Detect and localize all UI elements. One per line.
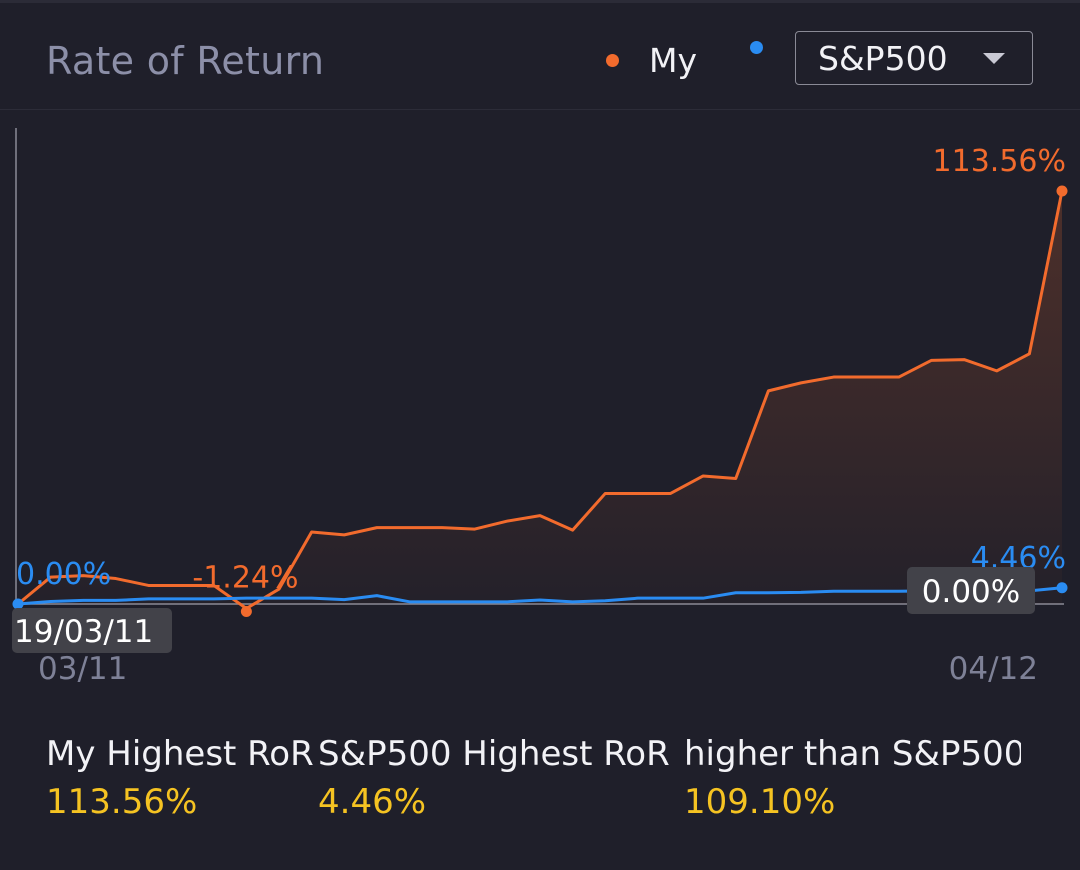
legend-dot-benchmark-icon: [750, 41, 763, 54]
my-highest-ror-value: 113.56%: [46, 782, 198, 822]
my-series-line: [17, 190, 1064, 611]
end-value-tag-bg: [907, 567, 1035, 614]
benchmark-select-value: S&P500: [818, 38, 948, 78]
legend-item-my[interactable]: My: [606, 41, 697, 80]
sp500-highest-ror-label: S&P500 Highest RoR: [318, 734, 670, 774]
my-max-point: [1056, 185, 1068, 197]
higher-than-benchmark-value: 109.10%: [684, 782, 836, 822]
my-max-label: 113.56%: [933, 144, 1066, 179]
sp500-start-point: [12, 598, 24, 610]
sp500-start-label: 0.00%: [16, 557, 111, 592]
end-value-tag: 0.00%: [922, 574, 1020, 610]
return-chart: 0.00% -1.24%113.56%4.46% 19/03/11 0.00% 0…: [12, 128, 1068, 687]
start-date-tag-bg: [12, 608, 172, 653]
sp500-highest-ror-value: 4.46%: [318, 782, 427, 822]
x-tick-start: 03/11: [38, 651, 127, 687]
my-series-area: [18, 191, 1062, 609]
start-date-tag: 19/03/11: [14, 614, 153, 650]
x-tick-end: 04/12: [949, 651, 1038, 687]
chevron-down-icon: [983, 53, 1005, 64]
page-title: Rate of Return: [46, 39, 325, 83]
benchmark-select[interactable]: S&P500: [795, 31, 1033, 85]
sp500-end-point: [1056, 582, 1068, 594]
top-divider: [0, 0, 1080, 3]
legend-dot-my-icon: [606, 54, 619, 67]
my-min-point: [240, 606, 252, 618]
my-highest-ror-label: My Highest RoR: [46, 734, 314, 774]
my-min-label: -1.24%: [192, 561, 298, 596]
stats-row: My Highest RoR 113.56% S&P500 Highest Ro…: [0, 730, 1080, 840]
higher-than-benchmark-label: higher than S&P500: [684, 734, 1021, 774]
legend-item-benchmark[interactable]: [750, 41, 763, 54]
chart-header: Rate of Return My S&P500: [0, 3, 1080, 110]
sp500-series-line: [17, 586, 1063, 606]
legend-label-my: My: [649, 41, 698, 80]
